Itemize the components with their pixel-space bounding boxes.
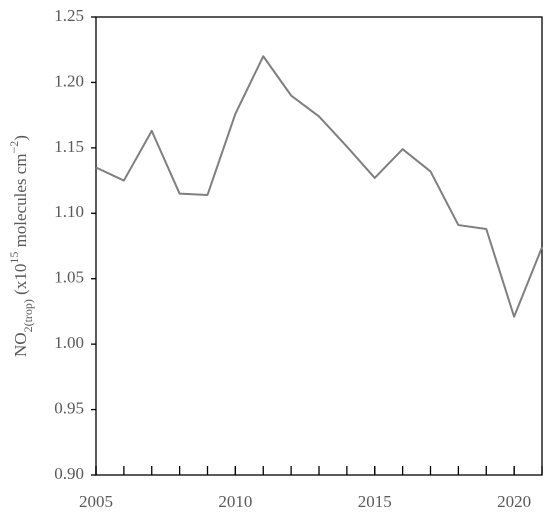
y-axis-label-part: (x10: [11, 264, 30, 299]
y-tick-label: 1.10: [54, 202, 84, 221]
y-axis-label-part: molecules cm: [11, 153, 30, 251]
y-axis-label-part: −2: [7, 141, 21, 154]
plot-frame: [95, 16, 543, 476]
x-tick-label: 2015: [358, 492, 392, 511]
y-axis-label-part: 15: [7, 252, 21, 264]
y-tick-label: 0.95: [54, 398, 84, 417]
y-tick-label: 1.25: [54, 6, 84, 25]
y-axis-label-part: 2(trop): [21, 299, 35, 332]
y-tick-label: 1.00: [54, 333, 84, 352]
y-tick-label: 1.20: [54, 71, 84, 90]
y-tick-label: 0.90: [54, 464, 84, 483]
y-tick-label: 1.15: [54, 137, 84, 156]
x-tick-label: 2005: [79, 492, 113, 511]
y-axis-label-part: ): [11, 135, 30, 141]
y-tick-label: 1.05: [54, 268, 84, 287]
x-tick-label: 2010: [218, 492, 252, 511]
y-axis-label-part: NO: [11, 332, 30, 357]
y-axis-label: NO2(trop) (x1015 molecules cm−2): [7, 135, 35, 357]
data-line: [95, 55, 543, 318]
x-tick-label: 2020: [497, 492, 531, 511]
